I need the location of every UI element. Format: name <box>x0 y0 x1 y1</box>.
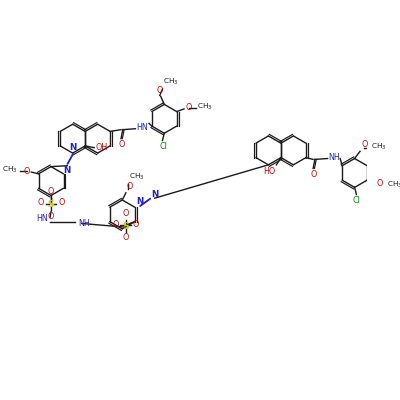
Text: CH$_3$: CH$_3$ <box>371 142 386 152</box>
Text: N: N <box>64 166 71 175</box>
Text: O: O <box>112 220 118 229</box>
Text: CH$_3$: CH$_3$ <box>387 180 400 190</box>
Text: Cl: Cl <box>160 142 167 151</box>
Text: O: O <box>58 198 65 207</box>
Text: CH$_3$: CH$_3$ <box>197 102 212 112</box>
Text: HN: HN <box>136 123 148 132</box>
Text: O: O <box>48 212 54 221</box>
Text: CH$_3$: CH$_3$ <box>128 172 144 182</box>
Text: NH: NH <box>328 153 340 162</box>
Text: O: O <box>48 187 54 196</box>
Text: CH$_3$: CH$_3$ <box>2 165 18 175</box>
Text: O: O <box>127 182 133 191</box>
Text: O: O <box>122 209 129 218</box>
Text: HN: HN <box>36 214 48 224</box>
Text: O: O <box>156 86 163 95</box>
Text: O: O <box>133 220 139 229</box>
Text: O: O <box>311 170 317 179</box>
Text: Cl: Cl <box>352 196 360 205</box>
Text: O: O <box>119 140 125 150</box>
Text: CH$_3$: CH$_3$ <box>163 77 179 87</box>
Text: HO: HO <box>263 167 276 176</box>
Text: O: O <box>38 198 44 207</box>
Text: N: N <box>136 197 144 206</box>
Text: O: O <box>122 233 129 242</box>
Text: S: S <box>48 200 54 209</box>
Text: O: O <box>362 140 368 150</box>
Text: N: N <box>69 143 76 152</box>
Text: O: O <box>376 179 382 188</box>
Text: O: O <box>23 167 30 176</box>
Text: NH: NH <box>78 219 90 228</box>
Text: N: N <box>151 190 158 199</box>
Text: O: O <box>186 104 192 112</box>
Text: S: S <box>122 222 129 231</box>
Text: OH: OH <box>96 143 108 152</box>
